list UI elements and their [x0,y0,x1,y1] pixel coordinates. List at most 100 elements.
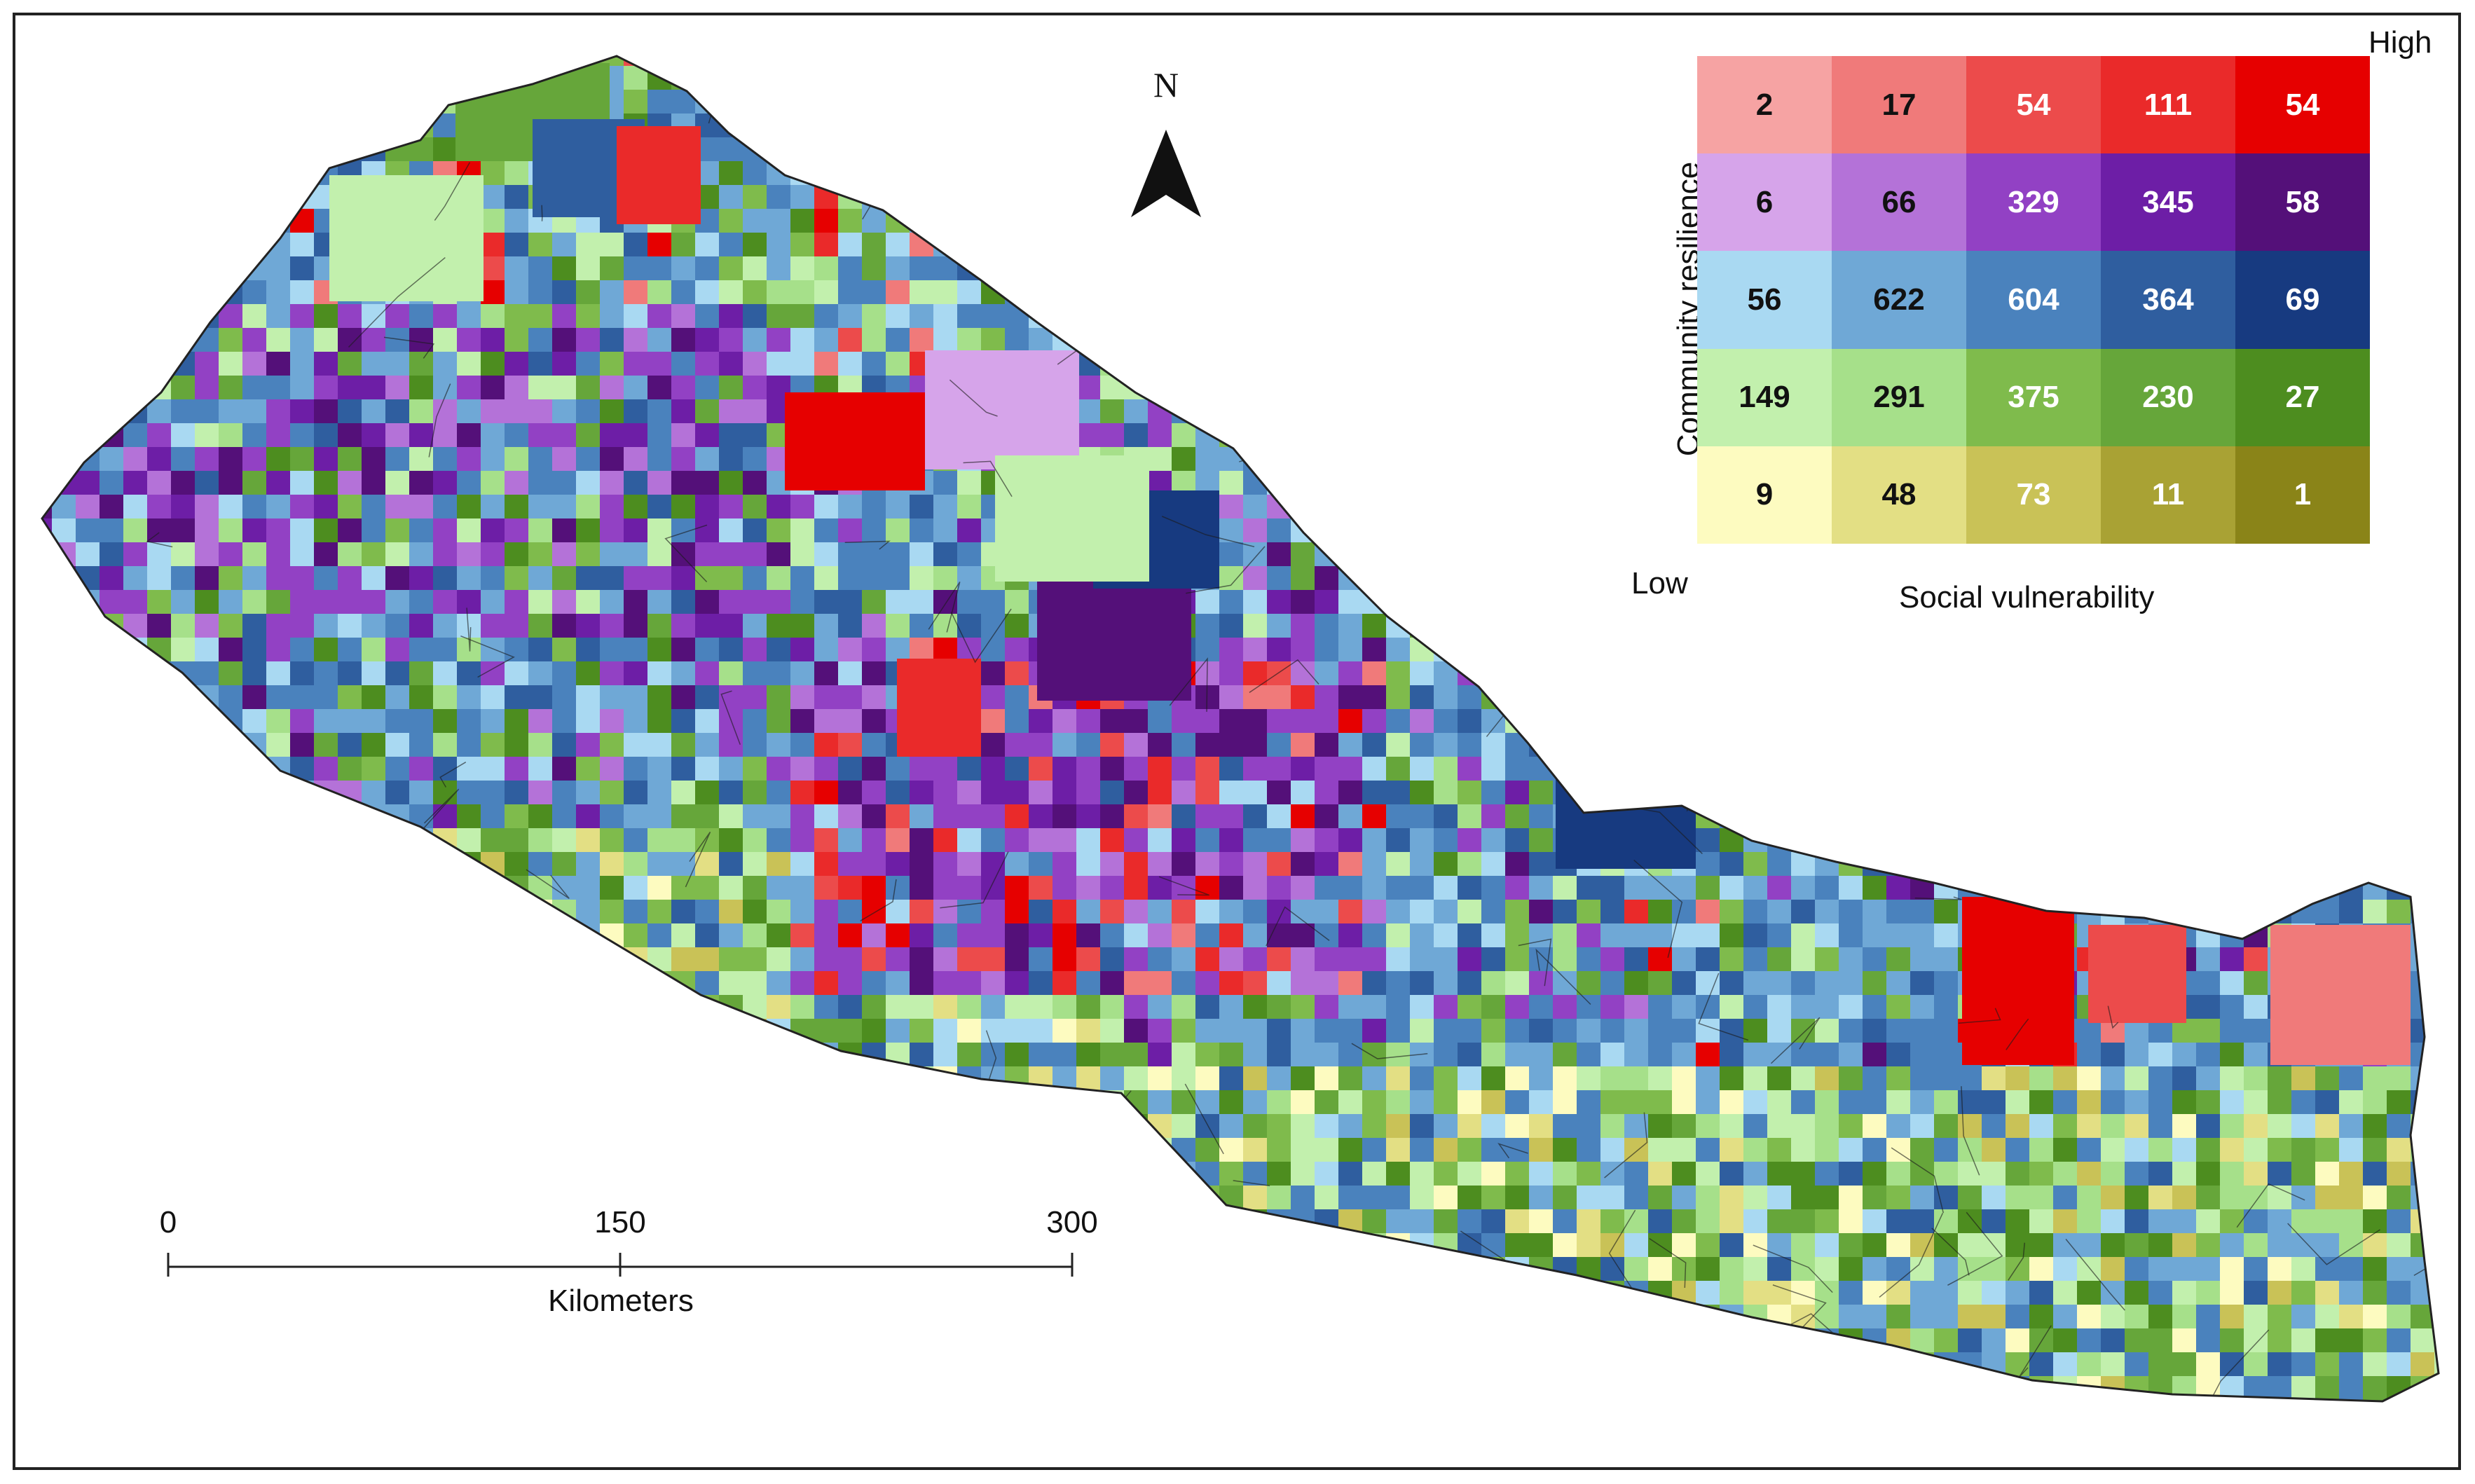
map-region [100,923,147,947]
map-region [862,90,910,114]
map-region [1386,304,1434,328]
map-region [171,1090,219,1114]
map-region [2268,781,2315,828]
map-region [385,56,457,66]
map-region [147,1162,171,1186]
map-region [1839,709,1910,733]
map-region [242,1090,290,1138]
map-region [505,900,552,923]
map-region [1505,638,1553,661]
map-region [1863,804,1886,852]
map-region [1505,90,1529,114]
map-region [1100,1162,1124,1186]
map-region [290,56,314,90]
map-region [147,137,195,161]
map-region [1624,1186,1648,1209]
map-region [1624,352,1672,399]
map-region [1577,447,1648,495]
map-region [2077,781,2148,804]
map-region [1243,114,1291,161]
map-region [1100,352,1124,376]
map-region [1720,804,1767,828]
map-region [1338,471,1362,518]
map-region [1291,518,1338,542]
map-region [362,971,433,995]
map-region [1267,280,1291,328]
map-region [624,328,647,352]
map-region [1458,542,1529,566]
map-region [1839,804,1863,828]
map-region [1481,90,1553,137]
map-region [219,971,266,1019]
map-region [1386,161,1410,185]
map-region [862,1090,910,1138]
map-region [552,995,576,1019]
map-region [647,1066,719,1090]
map-region [242,852,266,876]
map-region [1600,185,1648,209]
map-region [1505,995,1529,1019]
map-region [1791,757,1839,781]
map-region [1053,90,1076,137]
map-region [195,876,266,900]
map-region [2339,804,2411,852]
map-region [1600,1162,1624,1186]
map-region [528,971,576,995]
map-region [719,1114,767,1138]
map-region [1720,900,1743,923]
map-region [1458,280,1481,328]
map-region [76,137,123,161]
map-region [385,947,409,995]
map-region [1005,209,1053,233]
map-region [123,495,147,518]
map-region [576,900,600,923]
map-region [76,542,100,566]
map-region [1600,733,1648,757]
map-region [552,423,576,447]
map-region [1505,566,1577,614]
map-region [2244,733,2315,757]
map-region [1172,56,1195,66]
map-region [42,590,100,614]
map-region [1362,352,1410,376]
map-region [2363,638,2411,685]
map-region [671,1162,719,1209]
map-region [1600,447,1648,471]
map-region [76,1162,100,1209]
map-region [2411,828,2434,852]
map-region [1195,1066,1219,1090]
map-region [1053,256,1100,280]
map-region [362,852,433,900]
map-region [1434,995,1458,1019]
map-region [1291,971,1315,995]
map-region [314,947,385,971]
map-region [1791,661,1815,685]
map-region [957,56,1005,66]
map-region [1458,518,1505,566]
map-region [576,1043,647,1066]
map-region [1553,209,1577,233]
map-region [195,923,219,971]
map-region [695,1090,719,1138]
map-region [314,971,338,1019]
map-region [314,56,362,66]
map-region [362,66,385,114]
map-region [314,1019,385,1043]
map-region [1815,1066,1839,1090]
map-region [2434,661,2439,685]
map-region [2220,947,2244,971]
map-region [385,900,433,947]
map-region [600,1090,647,1138]
map-region [1696,757,1767,781]
map-region [147,114,219,137]
map-region [1505,661,1553,685]
map-region [1124,304,1195,352]
map-region [42,638,52,661]
map-region [171,900,219,947]
map-region [195,852,266,900]
map-region [1315,114,1386,137]
map-region [195,1138,266,1186]
map-region [505,947,552,971]
map-region [2291,661,2315,685]
map-region [2029,852,2101,876]
